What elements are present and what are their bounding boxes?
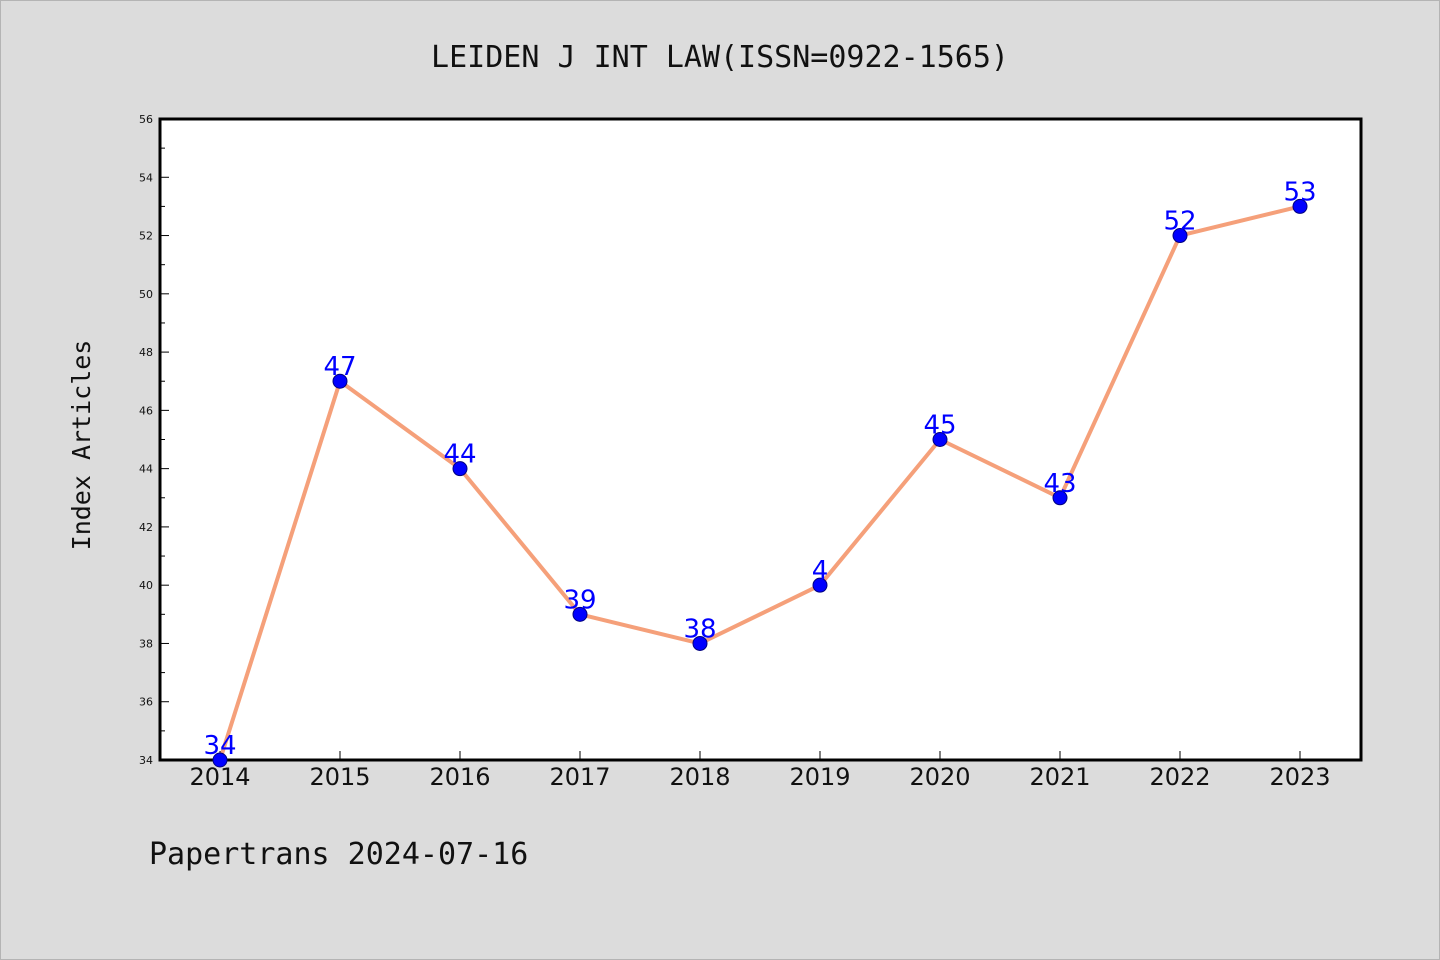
x-tick-label: 2022 <box>1149 763 1210 791</box>
x-tick-label: 2020 <box>909 763 970 791</box>
x-tick-label: 2019 <box>789 763 850 791</box>
x-tick-label: 2021 <box>1029 763 1090 791</box>
series-markers <box>212 198 1308 768</box>
x-tick-label: 2016 <box>429 763 490 791</box>
data-point-label: 47 <box>323 352 356 382</box>
y-tick-label: 36 <box>139 696 153 709</box>
data-point-label: 44 <box>443 440 476 470</box>
y-tick-label: 38 <box>139 637 153 650</box>
y-tick-label: 34 <box>139 754 153 767</box>
data-point-marker <box>932 432 948 447</box>
y-tick-label: 48 <box>139 346 153 359</box>
data-point-marker <box>212 752 228 768</box>
y-tick-label: 50 <box>139 288 153 301</box>
series-lines <box>218 204 1302 762</box>
data-point-marker <box>572 606 588 622</box>
data-point-marker <box>452 461 468 477</box>
y-tick-label: 52 <box>139 230 153 243</box>
data-point-marker <box>332 373 348 389</box>
series-line <box>218 204 1302 762</box>
x-tick-label: 2017 <box>549 763 610 791</box>
footer-credit: Papertrans 2024-07-16 <box>149 837 528 872</box>
data-point-label: 53 <box>1283 177 1316 207</box>
data-point-marker <box>1292 198 1308 214</box>
data-point-label: 39 <box>563 585 596 615</box>
data-labels: 34 47 44 39 38 4 45 43 52 53 <box>203 177 1316 761</box>
data-point-marker <box>1172 228 1188 244</box>
x-axis: 2014 2015 2016 2017 2018 2019 2020 2021 2022 2023 <box>189 751 1331 791</box>
y-axis: 34 36 38 40 42 44 46 48 50 52 54 56 <box>139 113 169 767</box>
x-tick-label: 2014 <box>189 763 250 791</box>
data-point-marker <box>1052 490 1068 506</box>
data-point-marker <box>692 635 708 651</box>
y-tick-label: 42 <box>139 521 153 534</box>
data-point-label: 52 <box>1163 207 1196 237</box>
data-point-label: 38 <box>683 614 716 644</box>
chart-title: LEIDEN J INT LAW(ISSN=0922-1565) <box>431 40 1009 75</box>
y-tick-label: 56 <box>139 113 153 126</box>
y-tick-label: 44 <box>139 463 153 476</box>
x-tick-label: 2023 <box>1269 763 1330 791</box>
plot-area <box>158 117 1363 762</box>
data-point-label: 34 <box>203 731 236 761</box>
y-axis-label: Index Articles <box>67 340 96 551</box>
x-tick-label: 2015 <box>309 763 370 791</box>
x-tick-label: 2018 <box>669 763 730 791</box>
y-tick-label: 40 <box>139 579 153 592</box>
data-point-label: 45 <box>923 411 956 441</box>
data-point-marker <box>812 577 828 593</box>
y-tick-label: 46 <box>139 404 153 417</box>
data-point-label: 43 <box>1043 469 1076 499</box>
data-point-label: 4 <box>812 556 829 586</box>
y-tick-label: 54 <box>139 171 153 184</box>
